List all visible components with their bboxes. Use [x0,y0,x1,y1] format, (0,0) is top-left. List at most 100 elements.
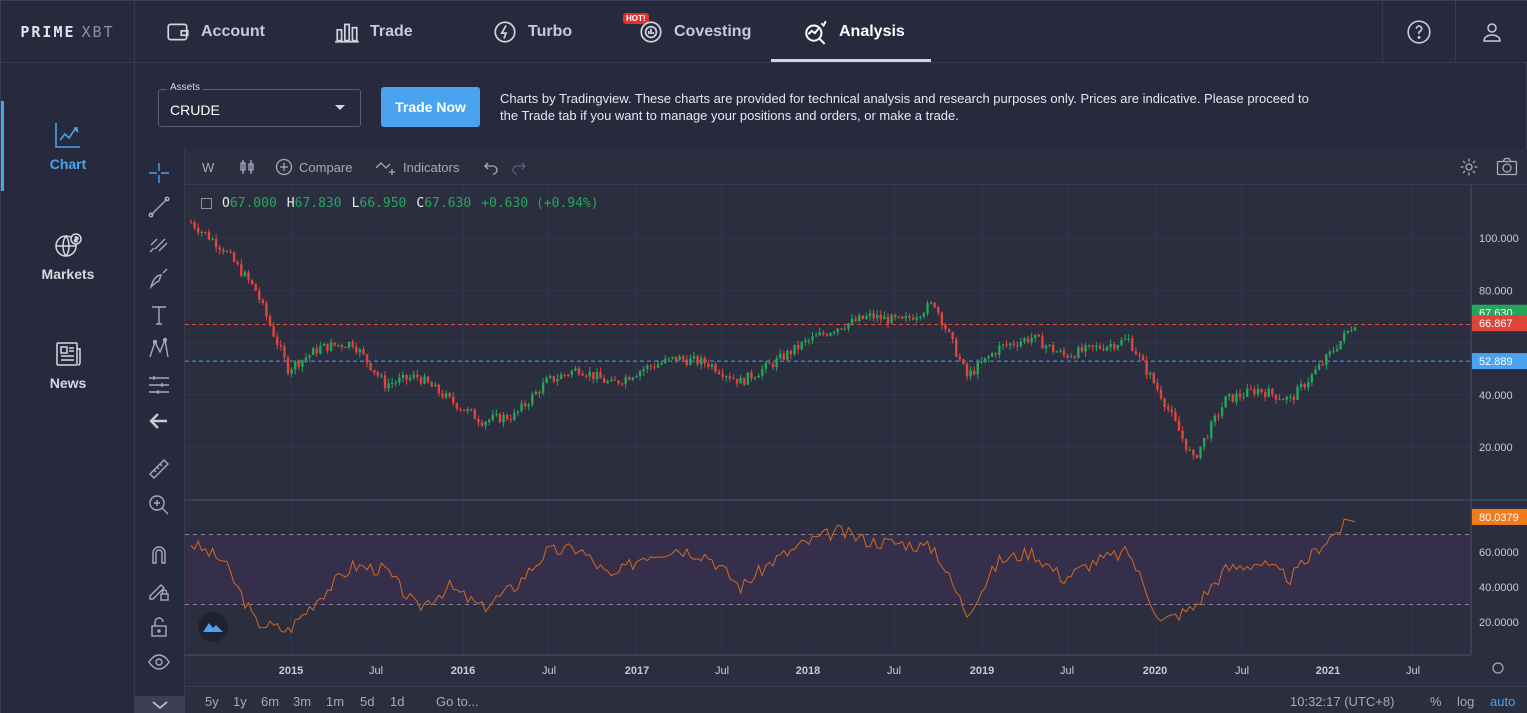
tradingview-logo[interactable] [198,612,228,642]
candle [638,371,642,377]
nav-analysis-label: Analysis [839,23,905,40]
brand-logo[interactable]: PRIME XBT [1,1,135,63]
candle [523,403,527,407]
sidebar-item-markets[interactable]: Markets [1,211,135,301]
tradingview-chart: W Compare Indicators 100.000 80.000 40.000… [135,149,1527,713]
nav-account[interactable]: Account [165,1,265,63]
measure-tool[interactable] [145,455,173,483]
time-axis-label: Jul [887,665,901,677]
chart-style-button[interactable] [238,149,256,185]
candle [232,252,236,262]
range-1d[interactable]: 1d [390,693,405,709]
magnet-tool[interactable] [145,541,173,569]
range-1m[interactable]: 1m [326,693,345,709]
drawing-toolbar-expander[interactable] [135,696,185,713]
percent-scale-toggle[interactable]: % [1430,693,1442,709]
candle [254,284,257,291]
pattern-tool[interactable] [145,335,173,363]
candle [1231,394,1235,402]
nav-turbo[interactable]: Turbo [492,1,572,63]
candle [581,373,584,376]
range-3m[interactable]: 3m [293,693,312,709]
candle [840,328,843,330]
text-tool[interactable] [145,301,173,329]
candle [301,359,304,367]
brush-icon [149,268,168,290]
candle [793,344,796,355]
log-scale-toggle[interactable]: log [1457,693,1475,709]
candle [502,415,505,423]
sidebar-item-chart[interactable]: Chart [1,101,135,191]
candle [559,374,563,379]
candle [868,313,872,317]
candle [689,358,692,365]
candle [189,222,193,224]
assets-select[interactable] [158,89,361,127]
candle [437,384,441,394]
chart-settings-button[interactable] [1459,149,1479,185]
candle [1249,388,1253,390]
candles-icon [240,160,254,174]
help-button[interactable] [1382,1,1455,63]
sidebar-active-indicator [1,101,4,191]
range-6m[interactable]: 6m [261,693,280,709]
candle [401,374,405,378]
trade-now-button[interactable]: Trade Now [381,87,480,127]
indicators-button[interactable]: Indicators [375,149,459,185]
gear-icon [1460,158,1478,176]
price-chart-canvas[interactable]: 100.00080.00040.00020.00067.63066.86752.… [185,185,1527,686]
candle [534,391,538,395]
nav-trade[interactable]: Trade [334,1,413,63]
candle [1052,344,1055,352]
zoom-tool[interactable] [145,491,173,519]
candle [951,331,954,340]
candle [1095,345,1098,347]
candle [588,372,591,377]
undo-button[interactable] [483,149,499,185]
visibility-tool[interactable] [145,648,173,676]
nav-turbo-label: Turbo [528,23,573,40]
compare-button[interactable]: Compare [275,149,352,185]
interval-button[interactable]: W [202,149,214,185]
candle [1077,347,1080,358]
range-5d[interactable]: 5d [360,693,375,709]
fib-tool[interactable] [145,229,173,257]
lock-drawing-tool[interactable] [145,577,173,605]
assets-value: CRUDE [170,102,220,118]
candle [983,357,987,362]
nav-covesting[interactable]: Covesting [638,1,751,63]
range-1y[interactable]: 1y [233,693,247,709]
back-tool[interactable] [145,407,173,435]
candle [430,382,433,387]
time-axis-label: 2015 [279,665,303,677]
goto-date-button[interactable]: Go to... [436,693,479,709]
candle [531,394,534,405]
auto-scale-toggle[interactable]: auto [1490,693,1516,709]
candle [707,363,710,367]
trendline-tool[interactable] [145,193,173,221]
candle [1166,407,1170,410]
collapse-legend-icon[interactable] [201,198,212,209]
clock-display[interactable]: 10:32:17 (UTC+8) [1290,693,1395,709]
screenshot-button[interactable] [1496,149,1518,185]
profile-button[interactable] [1455,1,1527,63]
nav-analysis[interactable]: Analysis [803,1,905,63]
range-5y[interactable]: 5y [205,693,219,709]
candle [976,362,979,375]
brush-tool[interactable] [145,265,173,293]
projection-tool[interactable] [145,371,173,399]
axis-settings-icon [1492,662,1504,674]
candle [1087,345,1091,347]
candle [211,239,214,241]
redo-button[interactable] [511,149,527,185]
candle [1213,415,1217,422]
candle [796,344,800,350]
candle [1263,392,1267,397]
candle [602,378,606,383]
lock-tool[interactable] [145,613,173,641]
candle [1149,373,1152,375]
crosshair-tool[interactable] [145,159,173,187]
sidebar-item-news[interactable]: News [1,320,135,410]
time-axis-label: 2020 [1143,665,1167,677]
